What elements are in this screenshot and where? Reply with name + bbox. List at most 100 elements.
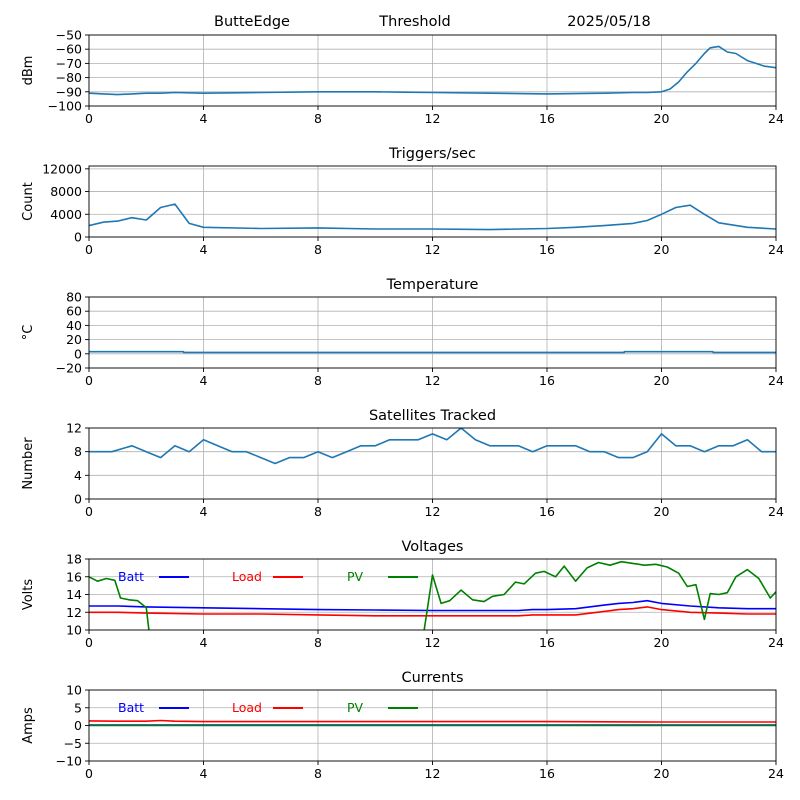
mode-label: Threshold [378, 14, 450, 30]
x-tick-label: 12 [425, 373, 441, 388]
y-tick-label: 0 [74, 230, 82, 245]
x-tick-label: 4 [200, 373, 208, 388]
panel-satellites: 0 4 8 12 16 20 24 0 4 8 12 Satellites Tracked Number [21, 408, 784, 519]
x-tick-label: 20 [654, 111, 670, 126]
y-tick-label: 0 [74, 492, 82, 507]
y-axis-label: °C [21, 325, 36, 341]
x-tick-label: 16 [539, 766, 555, 781]
y-tick-label: 14 [66, 587, 82, 602]
figure-header: ButteEdge Threshold 2025/05/18 [214, 14, 651, 30]
site-name: ButteEdge [214, 14, 290, 30]
x-tick-label: 8 [314, 373, 322, 388]
panel-title: Triggers/sec [388, 146, 476, 162]
x-tick-label: 16 [539, 373, 555, 388]
x-tick-label: 12 [425, 766, 441, 781]
y-tick-label: 18 [66, 552, 82, 567]
x-tick-label: 4 [200, 111, 208, 126]
series-line-batt [89, 599, 776, 612]
y-tick-label: −50 [56, 28, 82, 43]
x-tick-label: 0 [85, 504, 93, 519]
y-tick-label: −10 [56, 754, 82, 769]
series-line-satellites [89, 428, 776, 465]
series-line-triggers [89, 203, 776, 231]
y-tick-label: −5 [64, 736, 82, 751]
series-line-signal-strength [89, 45, 776, 96]
y-axis-label: Count [21, 182, 36, 221]
y-tick-label: 80 [66, 290, 82, 305]
x-tick-label: 0 [85, 766, 93, 781]
x-tick-label: 16 [539, 111, 555, 126]
y-axis-label: Amps [21, 707, 36, 744]
series-line-temperature [89, 350, 776, 354]
panel-title: Currents [401, 670, 463, 686]
x-tick-label: 12 [425, 635, 441, 650]
x-tick-label: 8 [314, 635, 322, 650]
x-tick-label: 20 [654, 373, 670, 388]
y-tick-label: 5 [74, 700, 82, 715]
y-tick-label: 8000 [50, 184, 82, 199]
y-tick-label: 12 [66, 421, 82, 436]
x-tick-label: 0 [85, 111, 93, 126]
x-tick-label: 24 [768, 504, 784, 519]
x-tick-label: 20 [654, 504, 670, 519]
panel-title: Satellites Tracked [369, 408, 496, 424]
y-tick-label: 0 [74, 718, 82, 733]
x-tick-label: 8 [314, 504, 322, 519]
y-tick-label: 16 [66, 569, 82, 584]
y-tick-label: 10 [66, 683, 82, 698]
x-tick-label: 24 [768, 111, 784, 126]
x-tick-label: 16 [539, 635, 555, 650]
y-axis-label: Number [21, 437, 36, 490]
y-tick-label: 12 [66, 605, 82, 620]
x-tick-label: 12 [425, 504, 441, 519]
legend-label-pv: PV [347, 569, 364, 584]
y-tick-label: 8 [74, 444, 82, 459]
legend-label-load: Load [232, 700, 262, 715]
y-tick-label: 10 [66, 623, 82, 638]
x-tick-label: 12 [425, 242, 441, 257]
x-tick-label: 16 [539, 504, 555, 519]
y-tick-label: 20 [66, 332, 82, 347]
x-tick-label: 20 [654, 242, 670, 257]
x-tick-label: 4 [200, 766, 208, 781]
x-tick-label: 8 [314, 111, 322, 126]
x-tick-label: 8 [314, 766, 322, 781]
series-line-load [89, 719, 776, 723]
x-tick-label: 24 [768, 635, 784, 650]
x-tick-label: 16 [539, 242, 555, 257]
y-tick-label: −60 [56, 42, 82, 57]
y-axis-label: Volts [21, 579, 36, 611]
x-tick-label: 0 [85, 635, 93, 650]
panel-title: Temperature [386, 277, 479, 293]
x-tick-label: 24 [768, 766, 784, 781]
y-tick-label: −90 [56, 84, 82, 99]
panel-signal-strength: 0 4 8 12 16 20 24 −100−90−80−70−60−50 dBm [21, 28, 784, 127]
x-tick-label: 0 [85, 373, 93, 388]
panel-title: Voltages [402, 539, 464, 555]
x-tick-label: 20 [654, 635, 670, 650]
x-tick-label: 24 [768, 242, 784, 257]
panel-voltages: 0 4 8 12 16 20 24 10 12 14 16 18 Voltages Volts Batt Lo… [21, 539, 784, 650]
y-tick-label: −20 [56, 361, 82, 376]
legend-label-pv: PV [347, 700, 364, 715]
x-tick-label: 24 [768, 373, 784, 388]
y-tick-label: −100 [48, 99, 82, 114]
y-tick-label: 40 [66, 318, 82, 333]
x-tick-label: 8 [314, 242, 322, 257]
y-tick-label: 0 [74, 346, 82, 361]
y-axis-label: dBm [21, 56, 36, 86]
x-tick-label: 4 [200, 242, 208, 257]
x-tick-label: 0 [85, 242, 93, 257]
legend-label-load: Load [232, 569, 262, 584]
legend-label-batt: Batt [118, 569, 144, 584]
legend-label-batt: Batt [118, 700, 144, 715]
y-tick-label: −80 [56, 70, 82, 85]
x-tick-label: 4 [200, 635, 208, 650]
y-tick-label: 4000 [50, 207, 82, 222]
x-tick-label: 20 [654, 766, 670, 781]
x-tick-label: 4 [200, 504, 208, 519]
